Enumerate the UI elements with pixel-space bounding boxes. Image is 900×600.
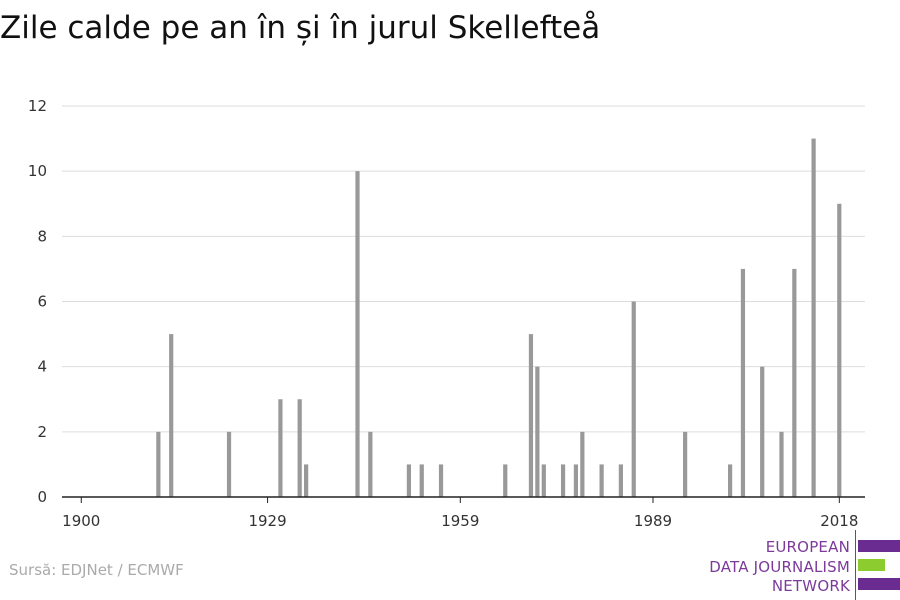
bar xyxy=(535,366,540,497)
bar xyxy=(355,171,360,497)
y-tick-label: 0 xyxy=(37,488,47,506)
bar xyxy=(837,203,842,497)
logo-text-european: EUROPEAN xyxy=(765,538,850,556)
bar xyxy=(811,138,816,498)
bar xyxy=(438,464,444,497)
bar xyxy=(278,399,283,497)
x-tick-label: 2018 xyxy=(820,512,858,530)
logo-divider xyxy=(855,530,856,600)
edjnet-logo: EUROPEAN DATA JOURNALISM NETWORK xyxy=(700,530,900,600)
y-tick-label: 10 xyxy=(28,162,47,180)
y-tick-label: 4 xyxy=(37,358,47,376)
y-tick-label: 2 xyxy=(37,423,47,441)
logo-text-network: NETWORK xyxy=(771,577,850,595)
y-tick-label: 8 xyxy=(37,227,47,245)
bar xyxy=(779,431,784,497)
x-tick-label: 1900 xyxy=(62,512,100,530)
bar xyxy=(618,464,623,497)
grid-lines xyxy=(62,105,865,433)
bar xyxy=(727,464,733,497)
axes xyxy=(62,496,865,503)
bar xyxy=(503,464,508,497)
bar xyxy=(304,464,309,497)
x-tick-label: 1929 xyxy=(248,512,286,530)
y-tick-labels: 0 2 4 6 8 10 12 xyxy=(28,97,47,506)
logo-bar-purple-bottom xyxy=(858,578,900,590)
bar xyxy=(683,431,688,497)
logo-bar-purple-top xyxy=(858,540,900,552)
bar xyxy=(573,464,579,497)
bar xyxy=(541,464,546,497)
bar xyxy=(368,431,373,497)
bar xyxy=(297,399,302,497)
x-tick-label: 1959 xyxy=(441,512,479,530)
logo-text-data-journalism: DATA JOURNALISM xyxy=(709,558,850,576)
y-tick-label: 12 xyxy=(28,97,47,115)
bars xyxy=(156,138,842,498)
bar xyxy=(792,268,797,497)
bar xyxy=(169,334,174,497)
bar xyxy=(560,464,566,497)
chart-title: Zile calde pe an în și în jurul Skelleft… xyxy=(0,10,601,46)
bar xyxy=(740,268,746,497)
x-tick-label: 1989 xyxy=(634,512,672,530)
bar xyxy=(406,464,411,497)
bar xyxy=(226,431,232,497)
bar xyxy=(580,431,585,497)
bar xyxy=(419,464,424,497)
logo-bar-green xyxy=(858,559,885,571)
x-tick-labels: 1900 1929 1959 1989 2018 xyxy=(62,512,858,530)
bar xyxy=(156,431,161,497)
y-tick-label: 6 xyxy=(37,293,47,311)
source-note: Sursă: EDJNet / ECMWF xyxy=(9,561,184,579)
bar xyxy=(760,366,765,497)
bar xyxy=(631,301,636,497)
bar xyxy=(528,334,534,497)
bar xyxy=(599,464,604,497)
